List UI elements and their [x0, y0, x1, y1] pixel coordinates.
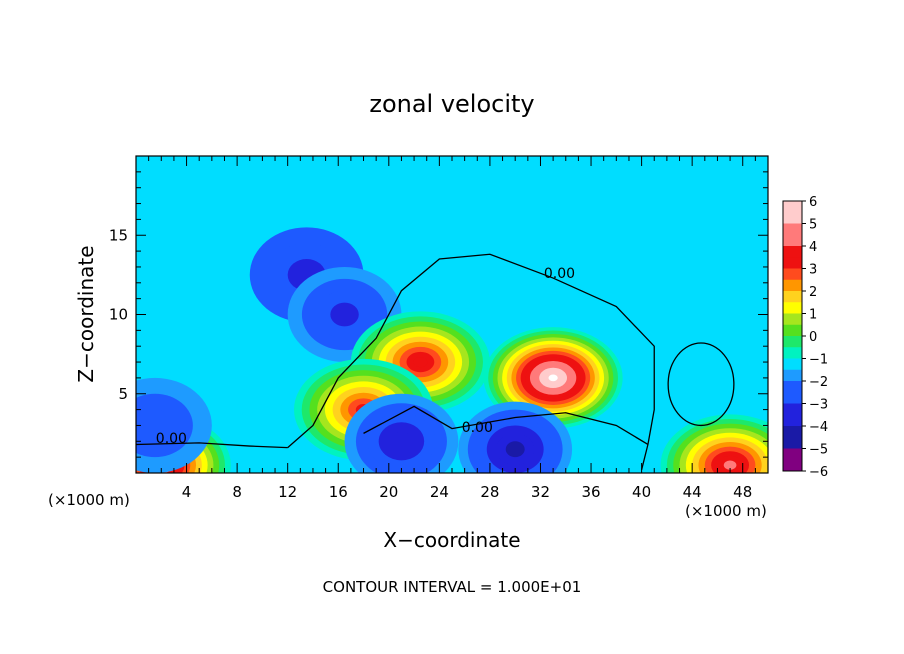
colorbar-label: 0	[809, 330, 817, 345]
x-axis-label: X−coordinate	[383, 528, 520, 552]
colorbar-band	[783, 347, 802, 359]
x-tick-label: 32	[531, 483, 550, 501]
plot-area: 0.000.000.00 4 8 12 16 20 24 28 32 36 40 44 48 5101…	[109, 155, 769, 501]
colorbar-label: 1	[809, 308, 817, 323]
x-tick-label: 16	[329, 483, 348, 501]
colorbar-label: −3	[809, 398, 828, 413]
colorbar-band	[783, 291, 802, 303]
zero-contour-inner	[363, 405, 649, 446]
colorbar-band	[783, 336, 802, 348]
x-tick-label: 24	[430, 483, 449, 501]
colorbar-band	[783, 302, 802, 314]
x-tick-label: 12	[278, 483, 297, 501]
colorbar-label: 4	[809, 240, 817, 255]
colorbar-label: −6	[809, 465, 828, 480]
field-feature-low	[344, 393, 459, 473]
colorbar-label: 3	[809, 263, 817, 278]
colorbar-label: −1	[809, 353, 828, 368]
colorbar-band	[783, 201, 802, 213]
colorbar-label: 2	[809, 285, 817, 300]
colorbar-band	[783, 212, 802, 224]
x-tick-label: 44	[683, 483, 702, 501]
x-unit-left: (×1000 m)	[48, 491, 130, 509]
colorbar-band	[783, 246, 802, 258]
colorbar-label: −2	[809, 375, 828, 390]
colorbar-label: −4	[809, 420, 828, 435]
field-band	[136, 409, 174, 442]
colorbar-band	[783, 426, 802, 438]
colorbar-band	[783, 437, 802, 449]
field-feature-low	[458, 401, 573, 473]
colorbar-band	[783, 313, 802, 326]
x-tick-label: 20	[379, 483, 398, 501]
colorbar-band	[783, 234, 802, 247]
y-tick-label: 15	[109, 226, 128, 244]
y-axis-label: Z−coordinate	[74, 245, 98, 382]
x-unit-right: (×1000 m)	[685, 502, 767, 520]
colorbar-band	[783, 279, 802, 292]
x-tick-label: 8	[232, 483, 242, 501]
field-band	[505, 441, 525, 458]
colorbar-band	[783, 403, 802, 416]
y-tick-label: 10	[109, 306, 128, 324]
zero-contour-main	[287, 253, 655, 470]
colorbar: 6 5 4 3 2 1 0 −1 −2 −3 −4 −5 −6	[782, 195, 828, 480]
field-feature-low	[136, 377, 212, 473]
contour-label: 0.00	[156, 431, 187, 447]
contour-label: 0.00	[544, 266, 575, 282]
colorbar-label: 5	[809, 218, 817, 233]
x-tick-label: 48	[733, 483, 752, 501]
colorbar-band	[783, 257, 802, 269]
chart-title: zonal velocity	[369, 90, 534, 118]
colorbar-band	[783, 369, 802, 382]
x-tick-label: 28	[480, 483, 499, 501]
contour-interval-note: CONTOUR INTERVAL = 1.000E+01	[323, 578, 582, 596]
colorbar-band	[783, 459, 802, 472]
contour-label: 0.00	[462, 420, 493, 436]
x-tick-label: 40	[632, 483, 651, 501]
colorbar-band	[783, 448, 802, 461]
colorbar-band	[783, 381, 802, 393]
colorbar-band	[783, 268, 802, 281]
field-band	[330, 302, 359, 327]
colorbar-label: 6	[809, 195, 817, 210]
field-band	[390, 431, 413, 451]
colorbar-label: −5	[809, 443, 828, 458]
x-tick-label: 36	[581, 483, 600, 501]
colorbar-band	[783, 414, 802, 427]
colorbar-band	[783, 223, 802, 236]
field-feature-high	[660, 414, 768, 473]
y-tick-label: 5	[118, 385, 128, 403]
field-band	[548, 374, 558, 382]
zero-contour-lower	[136, 442, 288, 449]
field-band	[413, 356, 428, 368]
x-tick-label: 4	[182, 483, 192, 501]
field-band	[723, 460, 737, 470]
zero-contour-loop	[667, 342, 735, 427]
colorbar-band	[783, 358, 802, 371]
colorbar-band	[783, 392, 802, 404]
colorbar-band	[783, 324, 802, 337]
